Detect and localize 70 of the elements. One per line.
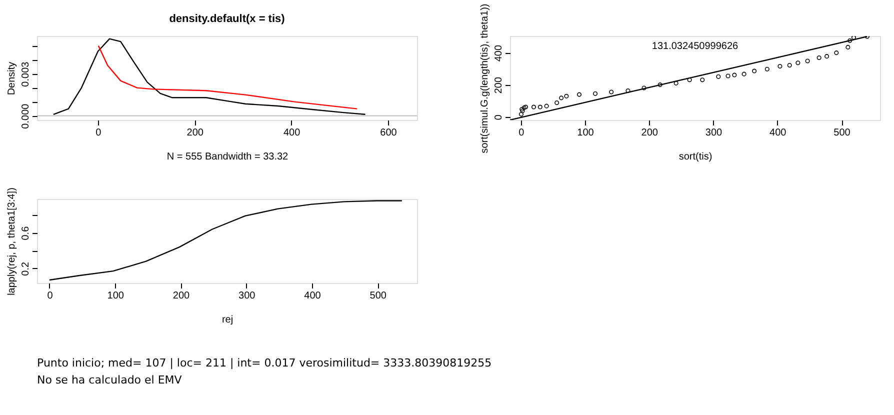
x-tick-label: 100 [107,290,124,302]
y-tick-label: 0 [494,114,504,120]
point [538,104,542,110]
point [642,86,646,90]
y-axis-title: lapply(rej, p, theta1[3:4]) [6,188,18,296]
x-axis-title: sort(tis) [678,152,712,162]
point [726,74,730,78]
y-tick-label: 200 [494,76,504,94]
x-tick-label: 200 [186,128,204,138]
point [522,105,526,110]
x-tick-label: 100 [577,128,594,138]
point [816,55,822,60]
text: No se ha calculado el EMV [37,374,182,386]
x-axis-title: N = 555 Bandwidth = 33.32 [166,152,289,162]
x-tick-label: 0 [96,128,102,138]
point [848,38,852,43]
y-tick-label: 0.2 [20,262,32,276]
point [764,66,770,72]
line-series [52,38,366,115]
point [518,112,524,117]
x-tick-label: 200 [172,290,190,302]
y-tick-label: 400 [494,44,504,62]
point [658,82,662,88]
point [716,74,721,79]
point [564,94,569,98]
point [674,80,678,86]
x-tick-label: 400 [283,128,301,138]
point [626,88,630,93]
point [609,90,614,94]
x-tick-label: 400 [304,290,322,302]
line-series [48,200,403,281]
point [834,50,839,56]
point [778,64,782,69]
line-series [98,45,358,110]
x-tick-label: 500 [370,290,387,302]
point [796,60,800,66]
text: Punto inicio; med= 107 | loc= 211 | int= 0.017 verosimilitud= 3333.80390819255 [37,356,492,370]
x-axis-title: rej [222,314,234,326]
x-tick-label: 400 [770,128,787,138]
x-tick-label: 0 [518,128,525,138]
point [700,78,705,82]
x-tick-label: 300 [705,128,723,138]
annotation: 131.032450999626 [652,41,739,52]
point [544,104,549,108]
point [846,44,850,50]
point [805,58,810,64]
point [851,36,856,40]
point [787,63,792,68]
point [687,78,692,82]
point [824,54,830,59]
point [742,72,746,76]
point [576,92,582,97]
x-tick-label: 200 [641,128,658,138]
point [531,104,536,110]
point [554,100,560,105]
point [559,96,564,100]
x-tick-label: 300 [238,290,256,302]
y-tick-label: 0.000 [20,103,32,129]
y-tick-label: 0.6 [20,226,32,240]
point [752,68,757,74]
x-tick-label: 600 [380,128,398,138]
y-axis-title: sort(simul.G.g(length(tis), theta1)) [480,4,490,154]
point [593,91,598,96]
x-tick-label: 500 [834,128,851,138]
point [732,72,737,78]
y-tick-label: 0.003 [20,61,32,87]
chart-title: density.default(x = tis) [169,13,286,25]
y-axis-title: Density [6,62,18,96]
point [524,104,528,110]
x-tick-label: 0 [47,290,54,302]
